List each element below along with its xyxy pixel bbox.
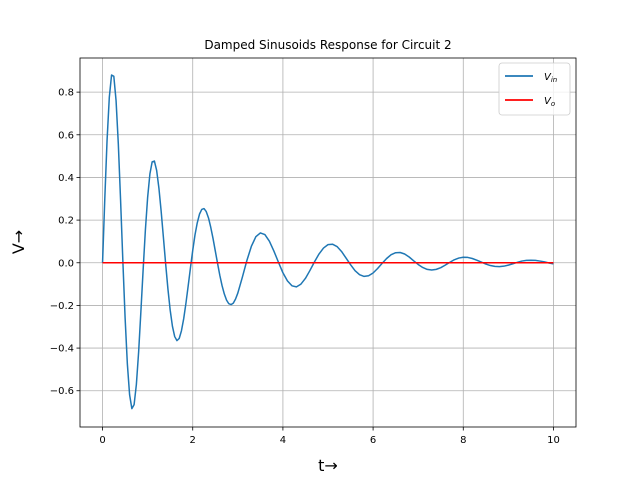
y-tick-label: −0.4 bbox=[50, 344, 74, 355]
y-tick-label: 0.4 bbox=[58, 173, 74, 184]
x-tick-label: 6 bbox=[370, 435, 376, 446]
x-tick-label: 4 bbox=[280, 435, 286, 446]
x-tick-label: 0 bbox=[99, 435, 105, 446]
x-tick-label: 10 bbox=[547, 435, 560, 446]
legend-label-vo-sub: o bbox=[551, 100, 555, 108]
y-tick-label: 0.8 bbox=[58, 88, 74, 99]
legend-label-vo-main: V bbox=[544, 96, 552, 107]
y-tick-label: 0.2 bbox=[58, 216, 74, 227]
legend-label-vin-sub: in bbox=[551, 76, 557, 84]
y-tick-label: 0.6 bbox=[58, 130, 74, 141]
y-tick-label: −0.2 bbox=[50, 301, 74, 312]
series-line-in bbox=[101, 74, 554, 410]
x-ticks: 0 2 4 6 8 10 bbox=[99, 427, 560, 446]
plot-frame bbox=[79, 57, 577, 428]
legend-label-vo: Vo bbox=[544, 96, 555, 108]
y-tick-label: 0.0 bbox=[58, 258, 74, 269]
chart-title: Damped Sinusoids Response for Circuit 2 bbox=[204, 38, 451, 52]
plot-lines bbox=[101, 74, 554, 410]
x-tick-label: 8 bbox=[460, 435, 466, 446]
y-axis-label: V→ bbox=[9, 230, 28, 254]
x-tick-label: 2 bbox=[190, 435, 196, 446]
y-tick-label: −0.6 bbox=[50, 386, 74, 397]
legend-label-vin-main: V bbox=[544, 72, 552, 83]
legend: Vin Vo bbox=[498, 62, 571, 116]
x-axis-label: t→ bbox=[318, 456, 338, 475]
legend-label-vin: Vin bbox=[544, 72, 557, 84]
legend-box bbox=[498, 62, 571, 116]
y-ticks: −0.6 −0.4 −0.2 0.0 0.2 0.4 0.6 0.8 bbox=[50, 88, 80, 397]
